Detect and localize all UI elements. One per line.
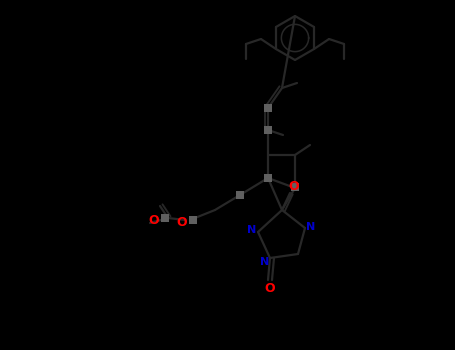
FancyBboxPatch shape <box>189 216 197 224</box>
Text: N: N <box>306 222 316 232</box>
Text: N: N <box>248 225 257 235</box>
FancyBboxPatch shape <box>264 126 272 134</box>
Text: N: N <box>260 257 270 267</box>
Text: O: O <box>177 216 187 229</box>
FancyBboxPatch shape <box>236 191 244 199</box>
FancyBboxPatch shape <box>264 104 272 112</box>
Text: O: O <box>265 281 275 294</box>
FancyBboxPatch shape <box>161 214 169 222</box>
FancyBboxPatch shape <box>291 183 299 191</box>
Text: O: O <box>149 215 159 228</box>
Text: O: O <box>288 181 299 194</box>
FancyBboxPatch shape <box>264 174 272 182</box>
